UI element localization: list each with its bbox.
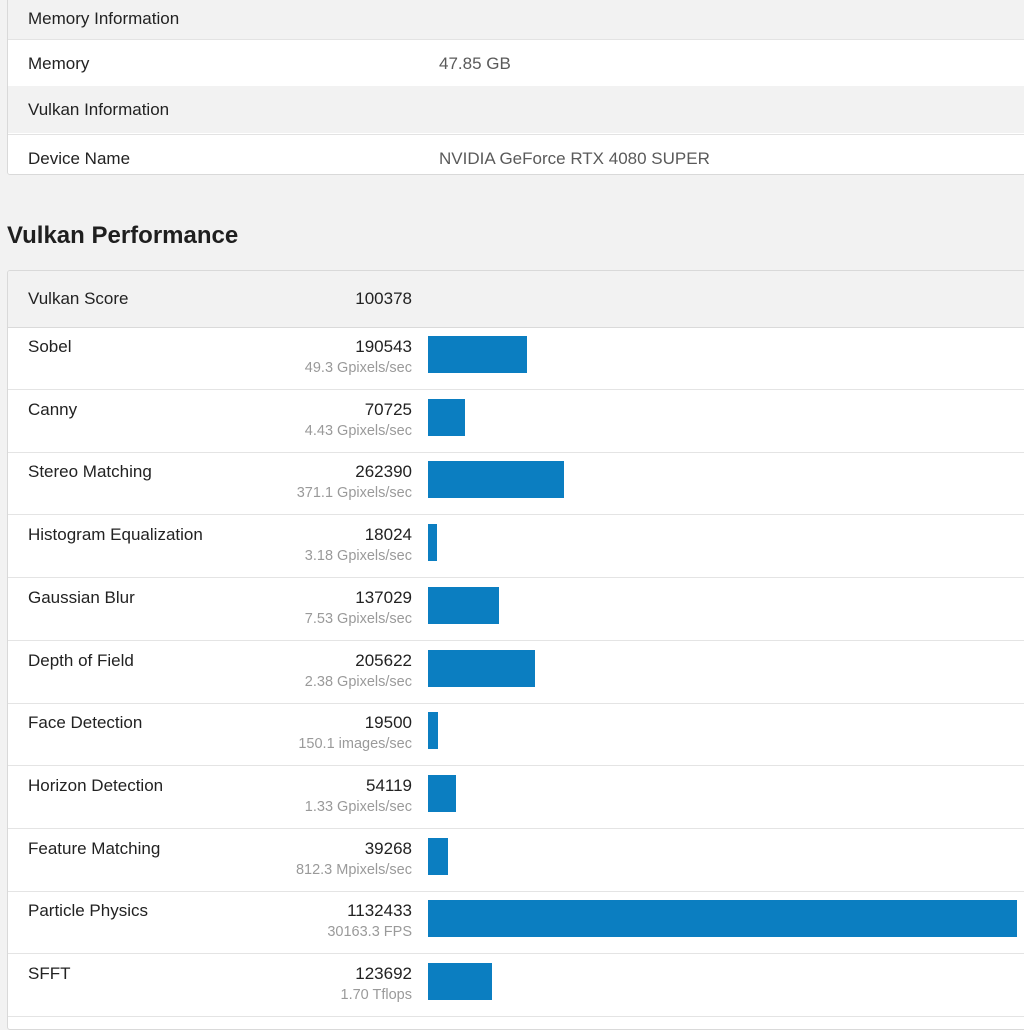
benchmark-name: Sobel [28, 337, 72, 356]
vulkan-score-label: Vulkan Score [28, 289, 129, 308]
vulkan-information-header: Vulkan Information [8, 86, 1024, 133]
benchmark-throughput: 812.3 Mpixels/sec [295, 861, 412, 878]
memory-information-header: Memory Information [8, 0, 1024, 42]
benchmark-bar [428, 774, 456, 812]
benchmark-score: 262390 [355, 462, 412, 482]
benchmark-row-particle-physics: Particle Physics 1132433 30163.3 FPS [8, 891, 1024, 955]
benchmark-bar [428, 398, 465, 436]
benchmark-bar [428, 837, 448, 875]
benchmark-score: 18024 [364, 525, 412, 545]
benchmark-score: 190543 [355, 337, 412, 356]
benchmark-name: Canny [28, 399, 78, 419]
benchmark-bar [428, 524, 437, 562]
benchmark-score: 70725 [364, 399, 412, 419]
benchmark-throughput: 49.3 Gpixels/sec [304, 360, 412, 376]
benchmark-row-face-detection: Face Detection 19500 150.1 images/sec [8, 703, 1024, 767]
memory-row: Memory 47.85 GB [8, 39, 1024, 88]
benchmark-bar [428, 336, 527, 373]
benchmark-row-sfft: SFFT 123692 1.70 Tflops [8, 954, 1024, 1017]
benchmark-row-depth-of-field: Depth of Field 205622 2.38 Gpixels/sec [8, 641, 1024, 704]
benchmark-throughput: 2.38 Gpixels/sec [304, 673, 412, 690]
benchmark-bar [428, 586, 499, 624]
benchmark-throughput: 30163.3 FPS [327, 924, 412, 941]
memory-label: Memory [28, 53, 90, 73]
benchmark-bar [428, 900, 1017, 938]
benchmark-name: SFFT [28, 964, 71, 983]
benchmark-throughput: 371.1 Gpixels/sec [296, 485, 412, 502]
benchmark-name: Horizon Detection [28, 775, 164, 795]
benchmark-name: Depth of Field [28, 650, 134, 670]
vulkan-performance-title: Vulkan Performance [7, 222, 239, 249]
benchmark-row-horizon-detection: Horizon Detection 54119 1.33 Gpixels/sec [8, 766, 1024, 829]
benchmark-bar [428, 649, 535, 687]
benchmark-score: 123692 [355, 964, 412, 983]
benchmark-bar [428, 461, 564, 499]
memory-value: 47.85 GB [439, 53, 511, 73]
benchmark-name: Particle Physics [28, 901, 148, 921]
vulkan-information-title: Vulkan Information [28, 99, 170, 119]
benchmark-score: 39268 [364, 838, 412, 858]
benchmark-row-feature-matching: Feature Matching 39268 812.3 Mpixels/sec [8, 829, 1024, 892]
device-name-label: Device Name [28, 148, 131, 168]
benchmark-row-gaussian-blur: Gaussian Blur 137029 7.53 Gpixels/sec [8, 578, 1024, 641]
benchmark-row-stereo-matching: Stereo Matching 262390 371.1 Gpixels/sec [8, 452, 1024, 516]
benchmark-row-sobel: Sobel 190543 49.3 Gpixels/sec [8, 327, 1024, 390]
memory-information-title: Memory Information [28, 8, 180, 28]
device-name-value: NVIDIA GeForce RTX 4080 SUPER [439, 148, 710, 168]
benchmark-throughput: 150.1 images/sec [298, 736, 412, 753]
benchmark-throughput: 1.33 Gpixels/sec [304, 798, 412, 815]
benchmark-score: 19500 [364, 713, 412, 733]
benchmark-score: 54119 [365, 775, 412, 795]
benchmark-name: Face Detection [28, 713, 143, 733]
benchmark-row-histogram-equalization: Histogram Equalization 18024 3.18 Gpixels/… [8, 515, 1024, 579]
benchmark-name: Feature Matching [28, 838, 161, 858]
benchmark-row-canny: Canny 70725 4.43 Gpixels/sec [8, 390, 1024, 453]
benchmark-name: Histogram Equalization [28, 525, 203, 545]
vulkan-score-row: Vulkan Score 100378 [8, 271, 1024, 328]
benchmark-throughput: 4.43 Gpixels/sec [304, 422, 412, 439]
benchmark-score: 205622 [355, 650, 412, 670]
benchmark-score: 1132433 [347, 901, 412, 921]
benchmark-bar [428, 712, 438, 750]
device-name-row: Device Name NVIDIA GeForce RTX 4080 SUPE… [8, 134, 1024, 174]
benchmark-name: Gaussian Blur [28, 587, 135, 607]
benchmark-name: Stereo Matching [28, 462, 152, 482]
benchmark-score: 137029 [355, 587, 412, 607]
vulkan-score-value: 100378 [355, 289, 412, 308]
benchmark-throughput: 1.70 Tflops [340, 987, 412, 1003]
vulkan-performance-card: Vulkan Score 100378 Sobel 190543 49.3 Gpix… [7, 270, 1024, 1030]
benchmark-bar [428, 963, 492, 1000]
system-info-card: Memory Information Memory 47.85 GB Vulka… [7, 0, 1024, 175]
benchmark-throughput: 3.18 Gpixels/sec [304, 548, 412, 565]
benchmark-throughput: 7.53 Gpixels/sec [304, 610, 412, 627]
